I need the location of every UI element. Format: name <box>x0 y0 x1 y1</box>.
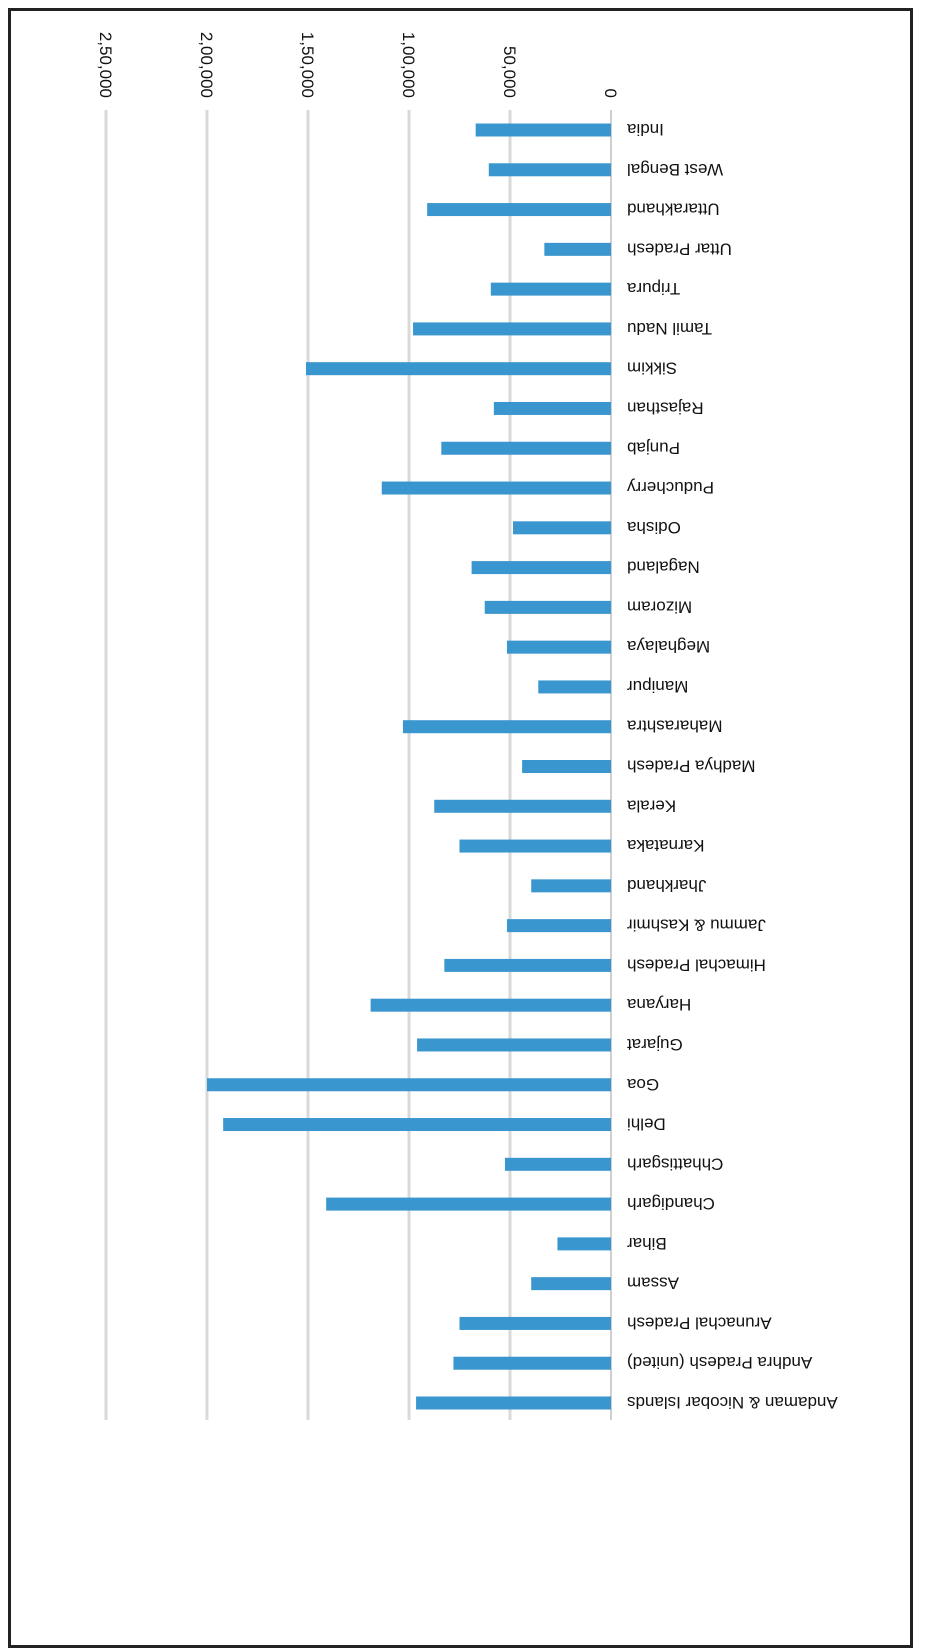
bar <box>506 640 611 654</box>
category-label: Odisha <box>626 518 680 537</box>
category-label: Chandigarh <box>627 1194 715 1213</box>
tick-label: 0 <box>601 89 620 98</box>
category-label: Manipur <box>627 677 689 696</box>
tick-label: 50,000 <box>500 46 519 98</box>
figure-frame: Andaman & Nicobar Islands Andhra Pradesh … <box>8 8 913 1648</box>
bar <box>223 1118 611 1132</box>
tick-label: 1,50,000 <box>298 32 317 98</box>
tick-label: 2,50,000 <box>96 32 115 98</box>
bar <box>370 998 611 1012</box>
category-label: India <box>626 120 663 139</box>
bar-chart: Andaman & Nicobar Islands Andhra Pradesh … <box>96 32 838 1420</box>
category-label: Arunachal Pradesh <box>627 1313 772 1332</box>
bar <box>453 1356 611 1370</box>
bar <box>493 401 611 415</box>
category-label: Andaman & Nicobar Islands <box>627 1393 838 1412</box>
bar <box>475 123 611 137</box>
bar <box>413 322 611 336</box>
bar <box>544 242 611 256</box>
bar <box>326 1197 611 1211</box>
bar <box>506 919 611 933</box>
bar <box>490 282 611 296</box>
category-label: Rajasthan <box>627 398 704 417</box>
bar <box>417 1038 611 1052</box>
bar <box>531 879 611 893</box>
tick-label: 1,00,000 <box>399 32 418 98</box>
bar <box>427 203 611 217</box>
bar <box>459 839 611 853</box>
category-label: Andhra Pradesh (united) <box>627 1353 812 1372</box>
category-label: Jammu & Kashmir <box>627 916 766 935</box>
category-label: Assam <box>627 1274 679 1293</box>
bar <box>434 799 611 813</box>
bar <box>531 1277 611 1291</box>
bar <box>381 481 611 495</box>
category-label: Chhattisgarh <box>627 1154 723 1173</box>
bar <box>444 958 611 972</box>
bar <box>513 521 611 535</box>
category-label: Tamil Nadu <box>627 319 712 338</box>
bar <box>538 680 611 694</box>
category-label: Delhi <box>627 1115 666 1134</box>
bar <box>416 1396 611 1410</box>
bar <box>504 1157 611 1171</box>
chart-rotated-group: Andaman & Nicobar Islands Andhra Pradesh … <box>96 32 838 1420</box>
category-label: Jharkhand <box>627 876 706 895</box>
category-label: Meghalaya <box>626 637 710 656</box>
category-label: Nagaland <box>627 558 700 577</box>
bar <box>488 163 611 177</box>
tick-label: 2,00,000 <box>197 32 216 98</box>
bar <box>459 1316 611 1330</box>
bar <box>557 1237 611 1251</box>
category-label: Madhya Pradesh <box>627 757 756 776</box>
bar <box>471 561 611 575</box>
category-label: Karnataka <box>626 836 704 855</box>
category-label: Puducherry <box>627 478 714 497</box>
category-label: West Bengal <box>627 160 723 179</box>
bar <box>522 760 611 773</box>
category-label: Uttar Pradesh <box>627 239 732 258</box>
category-label: Sikkim <box>627 359 677 378</box>
category-label: Mizoram <box>627 597 692 616</box>
bar <box>207 1078 611 1092</box>
bar <box>305 362 611 376</box>
category-label: Gujarat <box>627 1035 683 1054</box>
category-label: Kerala <box>626 796 676 815</box>
category-label: Tripura <box>626 279 680 298</box>
bar <box>441 441 611 455</box>
category-label: Haryana <box>626 995 691 1014</box>
category-label: Goa <box>626 1075 659 1094</box>
category-label: Maharashtra <box>626 717 722 736</box>
category-label: Himachal Pradesh <box>627 955 766 974</box>
bar <box>484 600 611 614</box>
category-label: Bihar <box>627 1234 667 1253</box>
category-label: Punjab <box>627 438 680 457</box>
bar <box>402 720 611 734</box>
category-label: Uttarakhand <box>627 200 720 219</box>
